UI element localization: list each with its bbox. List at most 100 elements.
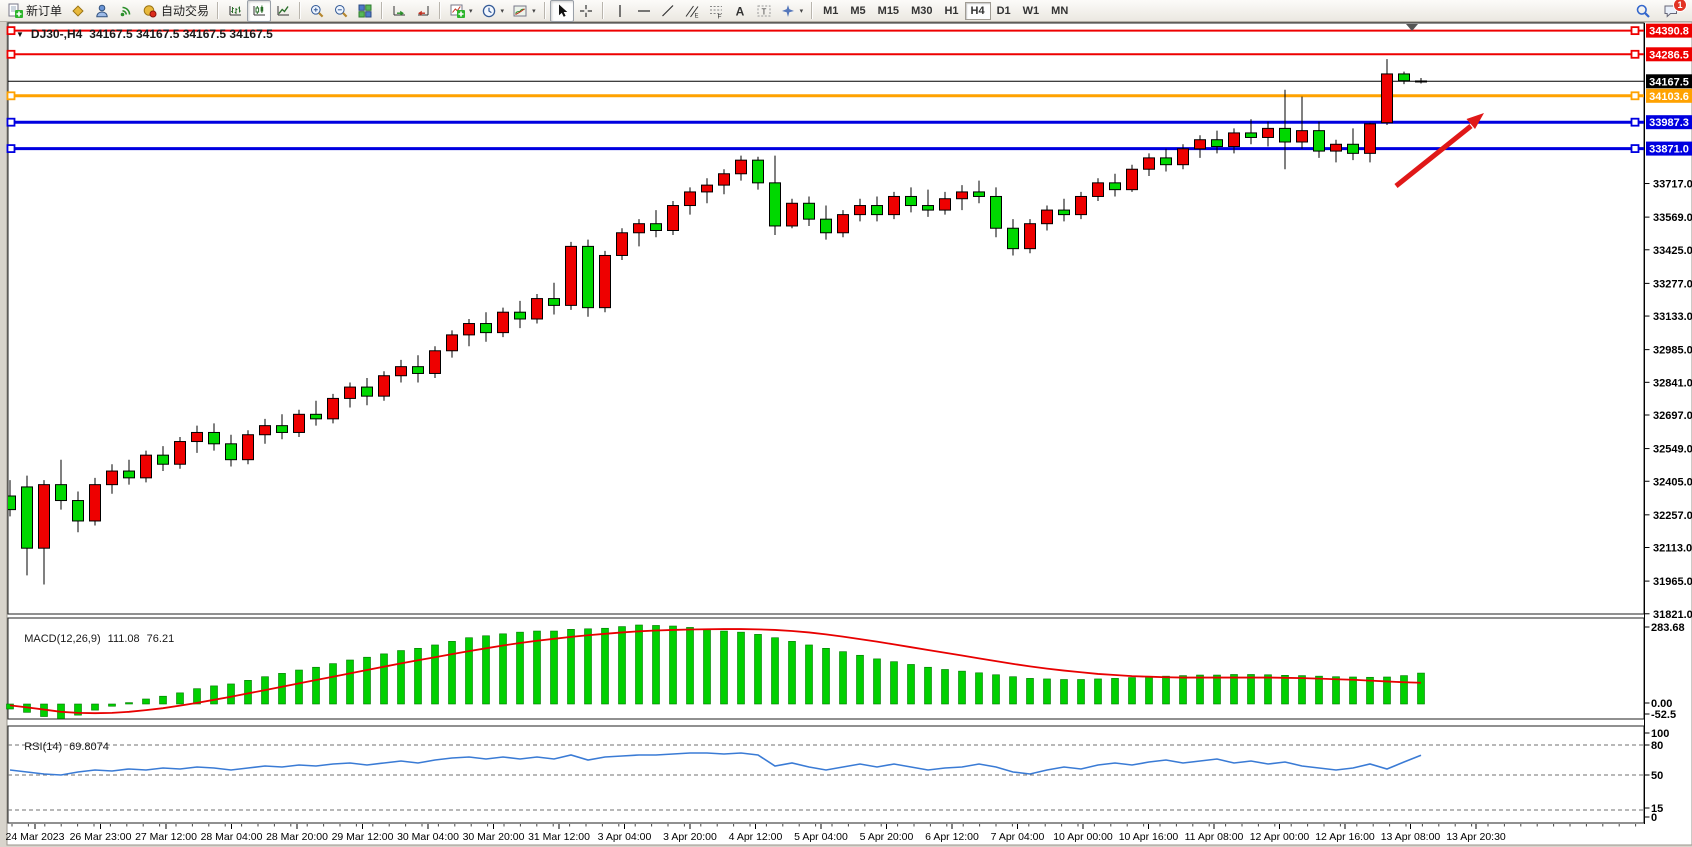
svg-text:13 Apr 20:30: 13 Apr 20:30 [1446,831,1506,843]
text-button[interactable]: A [728,0,752,22]
svg-text:0.00: 0.00 [1651,698,1672,710]
line-handle[interactable] [6,91,16,101]
crosshair-button[interactable] [574,0,598,22]
svg-text:31965.0: 31965.0 [1653,576,1692,588]
svg-text:33871.0: 33871.0 [1649,144,1689,156]
new-order-button[interactable]: 新订单 [3,0,66,22]
channel-icon: E [685,5,698,19]
zoom-out-button[interactable] [329,0,353,22]
contact-broker-button[interactable] [90,0,114,22]
line-handle[interactable] [1630,26,1640,36]
chat-button[interactable]: 1 [1659,0,1687,22]
timeframe-m15[interactable]: M15 [877,4,900,17]
line-handle[interactable] [6,26,16,36]
zoom-in-button[interactable] [305,0,329,22]
text-label-button[interactable]: T [752,0,776,22]
svg-text:3 Apr 04:00: 3 Apr 04:00 [598,831,652,843]
timeframe-d1[interactable]: D1 [996,4,1011,17]
candlestick-chart-button[interactable] [247,0,272,22]
symbol-dropdown-icon[interactable]: ▼ [16,29,24,39]
rsi-indicator-label: RSI(14) 69.8074 [12,729,109,765]
indicators-button[interactable]: ▾ [445,0,477,22]
timeframe-h1[interactable]: H1 [944,4,959,17]
macd-signal-value: 76.21 [146,633,175,645]
dropdown-caret-icon[interactable]: ▾ [532,7,536,15]
autotrading-button[interactable]: 自动交易 [138,0,213,22]
toolbar: 新订单 自动交易 ▾ ▾ ▾ E F A T ▾ M1 M5 M15 M30 H1 H4 D1 W1 MN 1 [0,0,1692,22]
price-axis: 33717.0 33569.0 33425.0 33277.0 33133.0 32985… [1644,179,1692,621]
vertical-line-button[interactable] [608,0,632,22]
svg-text:32985.0: 32985.0 [1653,345,1692,357]
svg-text:0: 0 [1651,812,1657,824]
trendline-button[interactable] [656,0,680,22]
arrows-button[interactable]: ▾ [776,0,808,22]
svg-text:T: T [761,7,766,16]
svg-text:12 Apr 16:00: 12 Apr 16:00 [1315,831,1375,843]
toolbar-separator [381,2,384,19]
timeframe-mn[interactable]: MN [1051,4,1069,17]
horizontal-line-button[interactable] [632,0,656,22]
svg-text:28 Mar 04:00: 28 Mar 04:00 [201,831,263,843]
line-chart-button[interactable] [271,0,295,22]
templates-button[interactable]: ▾ [508,0,540,22]
svg-text:33569.0: 33569.0 [1653,212,1692,224]
line-handle[interactable] [1630,144,1640,153]
timeframe-h4[interactable]: H4 [964,1,991,20]
autotrading-icon [143,4,157,17]
timeframe-m30[interactable]: M30 [911,4,933,17]
tile-windows-button[interactable] [353,0,377,22]
chart-shift-marker[interactable] [1406,24,1418,31]
deposit-button[interactable] [66,0,90,22]
macd-indicator-label: MACD(12,26,9) 111.08 76.21 [12,621,174,657]
svg-text:33425.0: 33425.0 [1653,245,1692,257]
line-handle[interactable] [1630,117,1640,127]
candles-layer [8,59,1427,585]
price-label-box [1646,47,1692,62]
dropdown-caret-icon[interactable]: ▾ [469,7,473,15]
timeframe-w1[interactable]: W1 [1022,4,1040,17]
chart-title: ▼ DJ30-,H4 34167.5 34167.5 34167.5 34167… [16,27,273,41]
bar-chart-icon [229,5,242,15]
line-handle[interactable] [6,49,16,59]
svg-text:24 Mar 2023: 24 Mar 2023 [6,831,65,843]
svg-text:32697.0: 32697.0 [1653,410,1692,422]
notification-badge: 1 [1673,0,1687,12]
signals-button[interactable] [114,0,138,22]
bar-chart-button[interactable] [223,0,247,22]
price-label-box [1646,141,1692,156]
fibonacci-button[interactable]: F [704,0,728,22]
line-chart-icon [277,5,290,15]
svg-text:100: 100 [1651,728,1669,740]
cursor-button[interactable] [549,0,574,22]
svg-text:50: 50 [1651,770,1663,782]
line-handle[interactable] [1630,49,1640,59]
toolbar-separator [543,2,546,19]
macd-name: MACD(12,26,9) [24,633,101,645]
timeframe-m1[interactable]: M1 [823,4,839,17]
macd-main-value: 111.08 [107,633,140,645]
price-label-box [1646,23,1692,38]
chart-shift-button[interactable] [411,0,435,22]
arrows-icon [781,4,794,17]
candlestick-chart-icon [253,5,266,15]
dropdown-caret-icon[interactable]: ▾ [799,7,804,15]
timeframe-m5[interactable]: M5 [850,4,866,17]
periods-button[interactable]: ▾ [477,0,509,22]
svg-text:E: E [694,13,698,19]
svg-text:33987.3: 33987.3 [1649,117,1689,129]
trend-arrow-annotation[interactable] [1394,113,1484,188]
line-handle[interactable] [6,144,16,153]
dropdown-caret-icon[interactable]: ▾ [500,7,505,15]
svg-text:32405.0: 32405.0 [1653,476,1692,488]
auto-scroll-button[interactable] [387,0,411,22]
horizontal-line-icon [637,9,650,12]
toolbar-separator [299,2,302,19]
svg-text:32257.0: 32257.0 [1653,510,1692,522]
svg-text:10 Apr 00:00: 10 Apr 00:00 [1053,831,1113,843]
search-button[interactable] [1631,0,1655,22]
line-handle[interactable] [1630,91,1640,101]
equidistant-channel-button[interactable]: E [680,0,704,22]
line-handle[interactable] [6,117,16,127]
